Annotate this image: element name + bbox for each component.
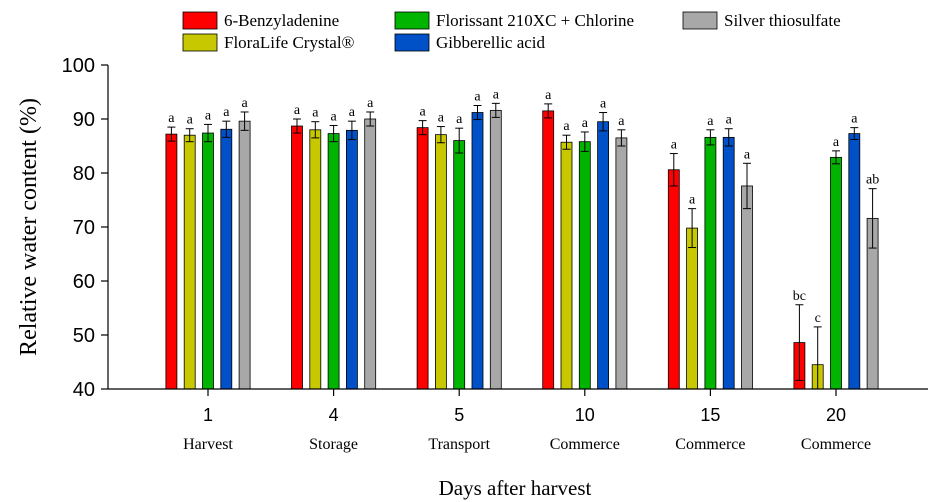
significance-label: a (671, 138, 678, 153)
y-tick-label: 50 (73, 325, 95, 347)
significance-label: a (474, 90, 481, 105)
legend-label: Florissant 210XC + Chlorine (436, 11, 634, 30)
legend: 6-Benzyladenine FloraLife Crystal® Floriss… (182, 11, 841, 52)
bar (489, 109, 502, 390)
x-tick-label-day: 15 (700, 405, 720, 425)
legend-label: Gibberellic acid (436, 33, 546, 52)
legend-swatch (394, 33, 430, 52)
significance-label: a (707, 114, 714, 129)
x-tick-label-stage: Storage (309, 436, 358, 453)
bar (560, 141, 573, 390)
legend-label: Silver thiosulfate (724, 11, 841, 30)
significance-label: a (168, 111, 175, 126)
bar (542, 110, 555, 390)
bar (741, 185, 753, 390)
bar (291, 125, 303, 390)
y-tick-label: 60 (73, 271, 95, 293)
bar (686, 227, 698, 390)
bar (434, 134, 447, 390)
significance-label: a (419, 105, 426, 120)
y-axis-label: Relative water content (%) (16, 98, 42, 356)
bar (165, 133, 178, 390)
bar (615, 137, 628, 390)
legend-swatch (182, 33, 218, 52)
significance-label: a (241, 96, 248, 111)
significance-label: a (349, 105, 356, 120)
y-tick-label: 70 (73, 217, 95, 239)
significance-label: a (205, 108, 212, 123)
x-tick-label-day: 1 (203, 405, 213, 425)
x-tick-label-stage: Commerce (675, 436, 745, 453)
significance-label: a (223, 105, 230, 120)
x-tick-label-stage: Commerce (550, 436, 620, 453)
significance-label: a (833, 135, 840, 150)
significance-label: a (545, 88, 552, 103)
significance-label: a (618, 114, 625, 129)
significance-label: a (187, 113, 194, 128)
x-axis: 1 Harvest 4 Storage 5 Transport 10 Commerce 15 Co… (108, 388, 928, 453)
bar (327, 133, 340, 390)
x-axis-label: Days after harvest (439, 476, 592, 500)
bar (848, 133, 861, 390)
significance-label: a (438, 111, 445, 126)
x-tick-label-stage: Harvest (183, 436, 233, 453)
significance-label: a (493, 87, 500, 102)
x-tick-label-day: 5 (454, 405, 464, 425)
x-tick-label-stage: Transport (428, 436, 490, 453)
bar (578, 141, 591, 390)
y-tick-label: 40 (73, 379, 95, 401)
legend-swatch (682, 11, 718, 30)
legend-label: FloraLife Crystal® (224, 33, 355, 52)
x-tick-label-stage: Commerce (801, 436, 871, 453)
bar (183, 134, 196, 390)
bar (722, 136, 735, 390)
legend-swatch (394, 11, 430, 30)
x-tick-label-day: 20 (826, 405, 846, 425)
significance-label: a (689, 193, 696, 208)
significance-label: a (726, 113, 733, 128)
bar (309, 129, 322, 390)
significance-label: ab (866, 173, 879, 188)
significance-label: a (330, 109, 337, 124)
significance-label: a (294, 103, 301, 118)
significance-label: c (815, 311, 821, 326)
y-axis: 40 50 60 70 80 90 100 (62, 55, 109, 401)
bar (597, 121, 609, 390)
x-tick-label-day: 10 (575, 405, 595, 425)
bar (364, 118, 377, 390)
bar (345, 129, 358, 390)
y-tick-label: 100 (62, 55, 95, 77)
significance-label: a (367, 96, 374, 111)
bar (416, 127, 429, 390)
legend-label: 6-Benzyladenine (224, 11, 339, 30)
significance-label: a (312, 106, 319, 121)
bar (238, 120, 251, 390)
significance-label: a (744, 147, 751, 162)
x-tick-label-day: 4 (329, 405, 339, 425)
bar (667, 169, 680, 390)
significance-label: a (851, 112, 858, 127)
bar (704, 136, 717, 390)
significance-label: a (456, 112, 463, 127)
significance-label: a (563, 119, 570, 134)
bar (220, 128, 233, 390)
significance-label: a (582, 116, 589, 131)
bar (202, 132, 214, 390)
significance-label: a (600, 97, 607, 112)
y-tick-label: 90 (73, 109, 95, 131)
bar (830, 156, 842, 390)
bar (453, 140, 466, 390)
significance-label: bc (793, 289, 806, 304)
y-tick-label: 80 (73, 163, 95, 185)
bar (471, 112, 484, 390)
legend-swatch (182, 11, 218, 30)
